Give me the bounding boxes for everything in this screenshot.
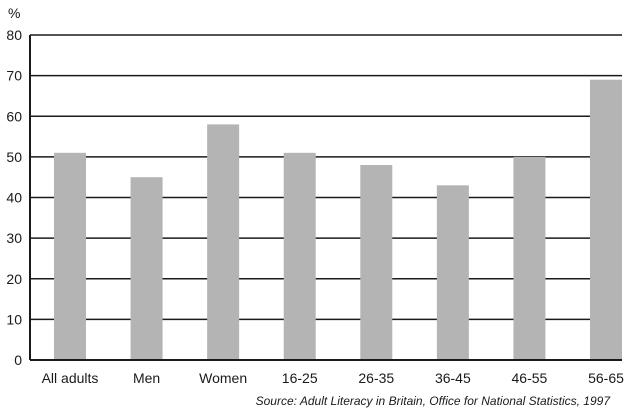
y-tick-label: 80 [6,27,22,43]
x-category-label: 56-65 [588,370,624,386]
bar [207,124,240,360]
y-tick-label: 30 [6,230,22,246]
axes [29,35,622,361]
y-tick-label: 40 [6,190,22,206]
x-category-label: 46-55 [512,370,548,386]
bar [513,156,546,360]
y-tick-labels: 0 10 20 30 40 50 60 70 80 [6,27,22,368]
x-category-label: 36-45 [435,370,471,386]
x-category-label: 26-35 [358,370,394,386]
x-category-label: 16-25 [282,370,318,386]
source-note: Source: Adult Literacy in Britain, Offic… [256,394,612,408]
x-category-label: All adults [42,370,99,386]
bar [130,177,163,360]
y-tick-label: 50 [6,149,22,165]
y-tick-label: 20 [6,271,22,287]
y-tick-label: 0 [14,352,22,368]
bar [590,79,622,360]
bar [360,165,393,360]
x-category-labels: All adults Men Women 16-25 26-35 36-45 46-55 56… [42,370,625,386]
gridlines [30,34,622,321]
x-category-label: Men [133,370,160,386]
y-tick-label: 70 [6,68,22,84]
y-tick-label: 60 [6,108,22,124]
bar [283,152,316,360]
x-category-label: Women [199,370,247,386]
bar [436,185,469,360]
y-tick-label: 10 [6,311,22,327]
bars [54,79,622,360]
y-unit-label: % [8,5,20,21]
bar [54,152,86,360]
